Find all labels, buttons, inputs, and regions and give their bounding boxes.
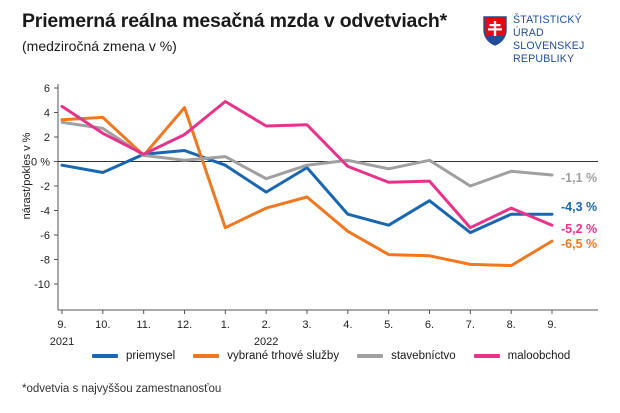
x-tick-label: 9.	[57, 319, 66, 331]
x-year-label: 2021	[50, 336, 74, 348]
legend-swatch	[473, 354, 500, 358]
y-tick-label: 2	[44, 132, 50, 144]
x-tick-label: 8.	[507, 319, 516, 331]
y-tick-label: -4	[40, 206, 50, 218]
logo-line: REPUBLIKY	[513, 53, 575, 65]
end-value-label: -6,5 %	[561, 237, 597, 251]
legend-swatch	[92, 354, 118, 358]
logo-line: ŠTATISTICKÝ	[513, 14, 582, 26]
coat-of-arms-icon	[483, 16, 507, 46]
end-value-label: -4,3 %	[561, 200, 597, 214]
chart-legend: priemysel vybrané trhové služby stavebníct…	[92, 350, 570, 362]
x-tick-label: 2.	[262, 319, 271, 331]
y-axis-title: nárast/pokles v %	[21, 132, 33, 219]
legend-swatch	[357, 354, 384, 358]
legend-swatch	[193, 354, 220, 358]
y-tick-label: 6	[44, 83, 50, 95]
legend-label: priemysel	[126, 350, 176, 362]
logo-text: ŠTATISTICKÝ ÚRAD SLOVENSKEJ REPUBLIKY	[513, 14, 584, 66]
x-tick-label: 9.	[547, 319, 556, 331]
x-tick-label: 3.	[302, 319, 311, 331]
y-tick-label: -8	[40, 255, 50, 267]
legend-item: priemysel	[92, 350, 175, 362]
y-tick-label: 4	[44, 108, 50, 120]
legend-label: stavebníctvo	[391, 350, 456, 362]
end-value-label: -5,2 %	[561, 222, 597, 236]
logo-line: ÚRAD	[513, 27, 544, 39]
x-tick-label: 7.	[466, 319, 475, 331]
chart-subtitle: (medziročná zmena v %)	[22, 38, 177, 54]
y-tick-label: 0 %	[31, 157, 50, 169]
x-tick-label: 1.	[221, 319, 230, 331]
logo-line: SLOVENSKEJ	[513, 40, 585, 52]
y-tick-label: -2	[40, 181, 50, 193]
x-tick-label: 5.	[384, 319, 393, 331]
series-line-priemysel	[60, 149, 554, 235]
footnote: *odvetvia s najvyššou zamestnanosťou	[22, 383, 222, 395]
legend-item: vybrané trhové služby	[193, 350, 339, 362]
x-tick-label: 12.	[177, 319, 192, 331]
series-line-maloobchod	[60, 100, 554, 230]
series-line-vybrané-trhové-služby	[60, 106, 554, 268]
statistical-office-logo: ŠTATISTICKÝ ÚRAD SLOVENSKEJ REPUBLIKY	[483, 12, 613, 74]
x-tick-label: 4.	[343, 319, 352, 331]
x-tick-label: 10.	[95, 319, 110, 331]
y-tick-label: -6	[40, 230, 50, 242]
x-tick-label: 6.	[425, 319, 434, 331]
y-tick-label: -10	[34, 279, 50, 291]
legend-item: maloobchod	[473, 350, 571, 362]
x-tick-label: 11.	[136, 319, 150, 331]
series-line-stavebníctvo	[60, 120, 554, 188]
x-year-label: 2022	[254, 336, 278, 348]
chart-title: Priemerná reálna mesačná mzda v odvetvia…	[22, 10, 447, 32]
legend-item: stavebníctvo	[357, 350, 456, 362]
end-value-label: -1,1 %	[561, 171, 597, 185]
legend-label: maloobchod	[507, 350, 571, 362]
legend-label: vybrané trhové služby	[227, 350, 340, 362]
